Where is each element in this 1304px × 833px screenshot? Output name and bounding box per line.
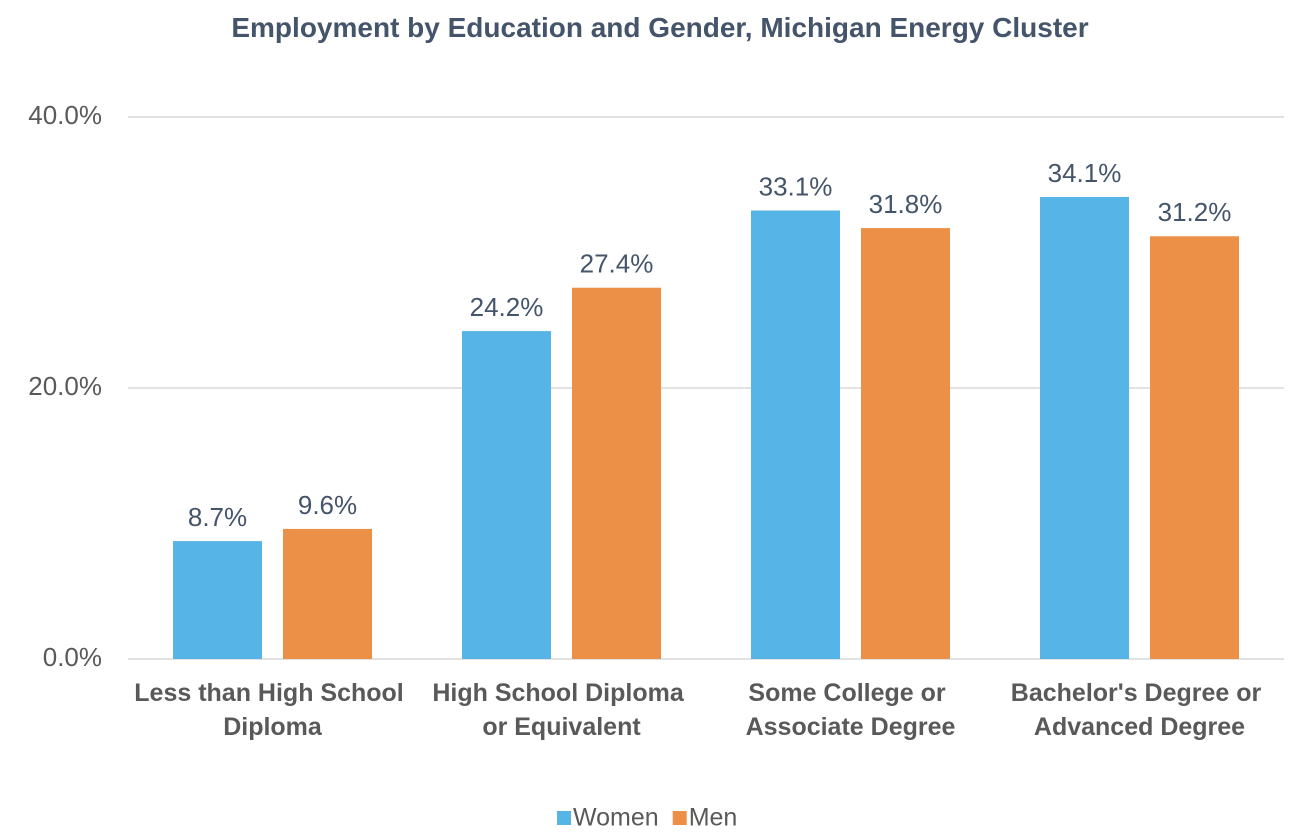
data-label: 9.6%	[298, 490, 357, 520]
data-label: 34.1%	[1048, 158, 1122, 188]
bar	[173, 541, 262, 659]
x-tick-label: Less than High School Diploma	[134, 679, 410, 741]
data-label: 31.2%	[1158, 197, 1232, 227]
x-tick-label: High School Diploma or Equivalent	[432, 679, 690, 741]
data-label: 31.8%	[869, 189, 943, 219]
y-tick-label: 0.0%	[43, 642, 102, 672]
x-tick-label: Some College or Associate Degree	[746, 679, 956, 741]
data-label: 8.7%	[188, 502, 247, 532]
bar	[283, 528, 372, 659]
bar	[1150, 236, 1239, 660]
y-tick-label: 40.0%	[28, 100, 102, 130]
chart-title: Employment by Education and Gender, Mich…	[231, 12, 1088, 43]
x-tick-label: Bachelor's Degree or Advanced Degree	[1011, 679, 1268, 741]
bar	[572, 287, 661, 659]
legend-label: Women	[573, 804, 659, 832]
bar	[462, 331, 551, 659]
legend-swatch	[557, 811, 571, 825]
y-tick-label: 20.0%	[28, 371, 102, 401]
data-label: 24.2%	[470, 292, 544, 322]
legend-label: Men	[689, 804, 738, 832]
legend-swatch	[672, 811, 687, 825]
data-label: 27.4%	[580, 249, 654, 279]
bar	[1040, 196, 1129, 659]
bar	[861, 228, 950, 660]
data-label: 33.1%	[759, 171, 833, 201]
bar	[751, 210, 840, 659]
